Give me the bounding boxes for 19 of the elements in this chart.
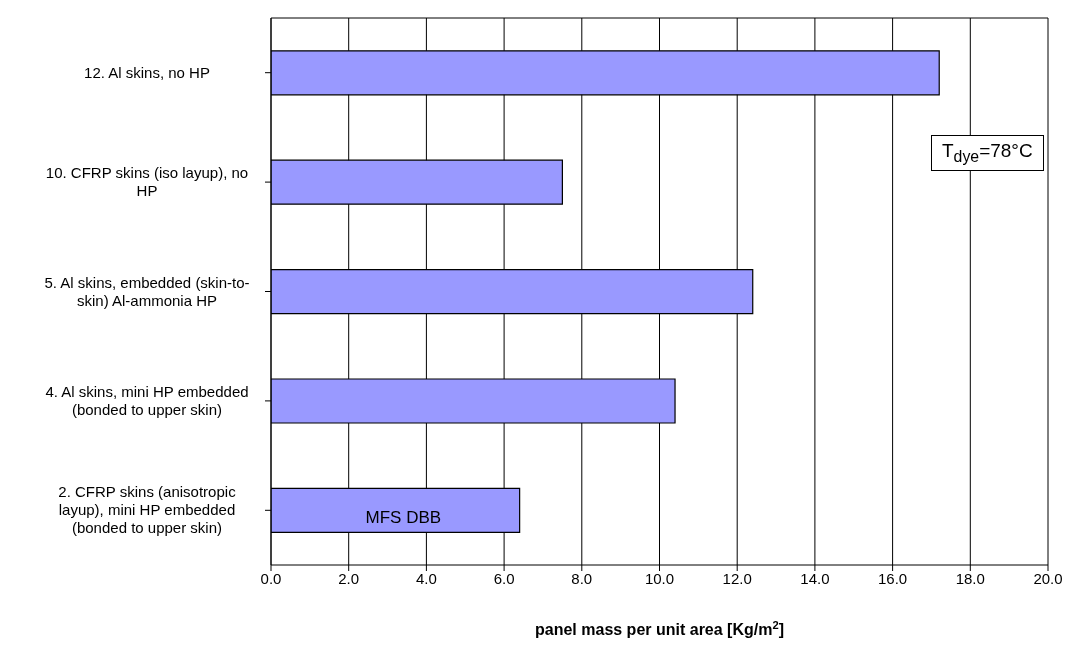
x-tick-label: 16.0 <box>878 569 908 587</box>
y-tick-label: 2. CFRP skins (anisotropic layup), mini HP embedded (bonded to upper skin) <box>57 483 237 538</box>
y-tick-label: 12. Al skins, no HP <box>84 63 210 82</box>
x-tick-label: 2.0 <box>338 569 360 587</box>
x-tick-label: 6.0 <box>493 569 515 587</box>
x-tick-label: 4.0 <box>415 569 437 587</box>
x-tick-label: 8.0 <box>571 569 593 587</box>
x-tick-label: 0.0 <box>260 569 282 587</box>
x-tick-label: 20.0 <box>1033 569 1063 587</box>
x-axis-title: panel mass per unit area [Kg/m$^{2}$] <box>535 619 784 638</box>
x-tick-label: 14.0 <box>800 569 830 587</box>
y-tick-label: 5. Al skins, embedded (skin-to-skin) Al-ammonia HP <box>43 273 251 310</box>
y-tick-label: 4. Al skins, mini HP embedded (bonded to upper skin) <box>44 382 250 419</box>
x-tick-label: 18.0 <box>955 569 985 587</box>
y-tick-label: 10. CFRP skins (iso layup), no HP <box>44 164 250 201</box>
x-tick-label: 12.0 <box>722 569 752 587</box>
annotation: T$_{dye}$=78°C <box>931 135 1044 171</box>
x-tick-label: 10.0 <box>644 569 675 587</box>
annotation: MFS DBB <box>365 508 442 529</box>
